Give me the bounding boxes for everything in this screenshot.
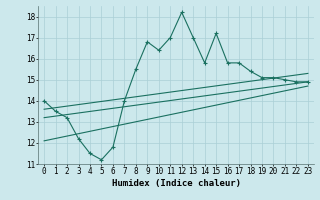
X-axis label: Humidex (Indice chaleur): Humidex (Indice chaleur) xyxy=(111,179,241,188)
